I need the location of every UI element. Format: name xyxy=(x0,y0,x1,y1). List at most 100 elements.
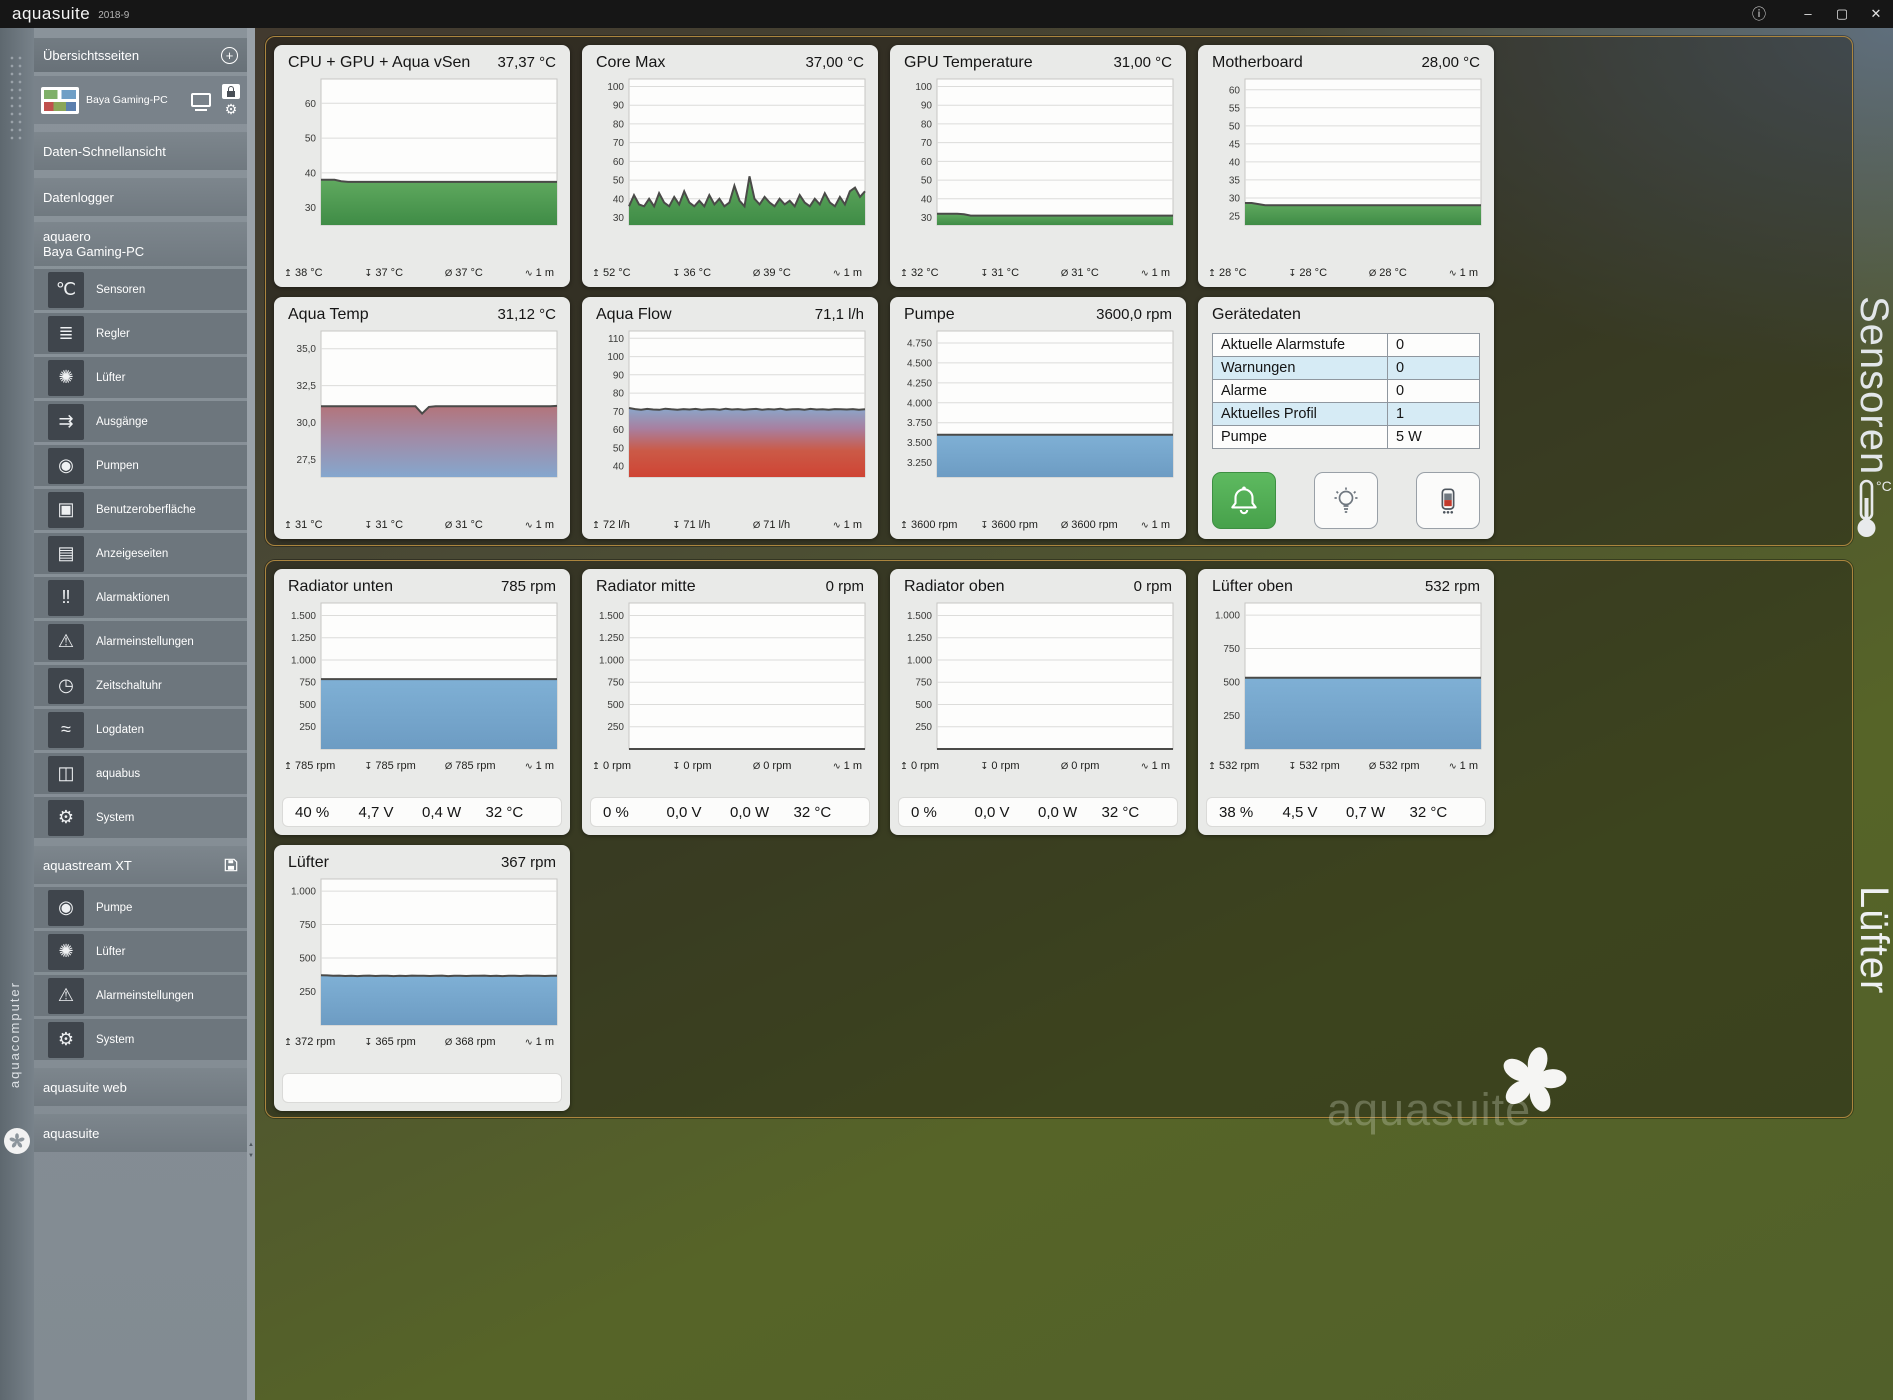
thermometer-icon: °C xyxy=(1853,476,1893,545)
sidebar-header-ubersichtsseiten[interactable]: Übersichtsseiten + xyxy=(34,38,247,72)
sidebar-item-logdaten[interactable]: ≈ Logdaten xyxy=(34,709,247,750)
svg-text:500: 500 xyxy=(1223,678,1240,689)
sidebar-item-anzeigeseiten[interactable]: ▤ Anzeigeseiten xyxy=(34,533,247,574)
stat-max-icon: ↥ xyxy=(1208,761,1216,772)
fan-icon: ✺ xyxy=(48,933,84,970)
stat-value: 1 m xyxy=(1459,760,1478,772)
stat-time: ∿ 1 m xyxy=(525,1036,554,1048)
sidebar-item-regler[interactable]: ≣ Regler xyxy=(34,313,247,354)
device-row-label: Aktuelles Profil xyxy=(1212,402,1388,426)
svg-text:100: 100 xyxy=(607,82,624,93)
sidebar-item-lufter[interactable]: ✺ Lüfter xyxy=(34,357,247,398)
sidebar-item-pumpen[interactable]: ◉ Pumpen xyxy=(34,445,247,486)
sensor-card-radiator-mitte: Radiator mitte 0 rpm 250 500 750 1.000 1.250 1.… xyxy=(582,569,878,835)
sidebar-item-label: Regler xyxy=(96,327,130,340)
alarm-bell-button[interactable] xyxy=(1212,472,1276,529)
card-value: 367 rpm xyxy=(500,854,556,871)
scroll-up-button[interactable]: ▲ xyxy=(248,1142,254,1148)
sidebar-item-pumpe[interactable]: ◉ Pumpe xyxy=(34,887,247,928)
stat-avg: Ø 71 l/h xyxy=(753,519,790,531)
stat-value: 368 rpm xyxy=(455,1036,496,1048)
scroll-down-button[interactable]: ▼ xyxy=(248,1153,254,1159)
sidebar-scrollbar[interactable]: ▲ ▼ xyxy=(247,28,255,1400)
gear-icon[interactable]: ⚙ xyxy=(224,101,238,117)
stat-min: ↧ 532 rpm xyxy=(1288,760,1339,772)
device-data-row: Aktuelles Profil 1 xyxy=(1212,402,1480,426)
sidebar-item-label: Benutzeroberfläche xyxy=(96,503,196,516)
chart-radiator-mitte: 250 500 750 1.000 1.250 1.500 xyxy=(599,602,866,750)
stat-avg-icon: Ø xyxy=(444,268,453,279)
stat-value: 0 rpm xyxy=(602,760,632,772)
device-row-value: 0 xyxy=(1387,333,1480,357)
sidebar-item-alarmeinstellungen[interactable]: ⚠ Alarmeinstellungen xyxy=(34,621,247,662)
svg-text:500: 500 xyxy=(607,700,624,711)
bulb-button[interactable] xyxy=(1314,472,1378,529)
svg-text:250: 250 xyxy=(1223,711,1240,722)
sidebar-item-alarmaktionen[interactable]: ‼ Alarmaktionen xyxy=(34,577,247,618)
sidebar-item-system[interactable]: ⚙ System xyxy=(34,797,247,838)
card-header: Radiator oben 0 rpm xyxy=(890,569,1186,597)
info-button[interactable]: ⓘ xyxy=(1752,6,1766,22)
chart-radiator-unten: 250 500 750 1.000 1.250 1.500 xyxy=(291,602,558,750)
close-button[interactable]: ✕ xyxy=(1870,6,1882,21)
svg-text:°C: °C xyxy=(1876,478,1892,494)
sidebar-item-zeitschaltuhr[interactable]: ◷ Zeitschaltuhr xyxy=(34,665,247,706)
chart-cpu-gpu-aqua-vsen: 30 40 50 60 xyxy=(305,78,558,226)
sensor-card-aqua-temp: Aqua Temp 31,12 °C 27,5 30,0 32,5 35,0 ↥ 31 °C ↧… xyxy=(274,297,570,539)
sidebar-item-label: Daten-Schnellansicht xyxy=(43,143,166,159)
chart-motherboard: 25 30 35 40 45 50 55 60 xyxy=(1229,78,1482,226)
stat-value: 36 °C xyxy=(683,267,712,279)
sidebar-item-ausgange[interactable]: ⇉ Ausgänge xyxy=(34,401,247,442)
fan-logo-watermark-icon xyxy=(1495,1042,1571,1123)
sidebar-item-sensoren[interactable]: ℃ Sensoren xyxy=(34,269,247,310)
stat-time: ∿ 1 m xyxy=(1141,519,1170,531)
sidebar-item-datenlogger[interactable]: Datenlogger xyxy=(34,178,247,216)
sidebar-item-aquasuite-web[interactable]: aquasuite web xyxy=(34,1068,247,1106)
svg-text:40: 40 xyxy=(613,462,625,473)
stat-min-icon: ↧ xyxy=(672,268,681,279)
gear-icon: ⚙ xyxy=(48,1021,84,1058)
sidebar-item-aquastream-xt[interactable]: aquastream XT xyxy=(34,846,247,884)
sensors-cards-grid: CPU + GPU + Aqua vSen 37,37 °C 30 40 50 60 ↥ 38… xyxy=(274,45,1494,539)
stat-max: ↥ 3600 rpm xyxy=(900,519,957,531)
card-header: Gerätedaten xyxy=(1198,297,1494,325)
card-value: 28,00 °C xyxy=(1421,54,1480,71)
svg-text:4.250: 4.250 xyxy=(907,378,932,389)
sidebar-item-lufter[interactable]: ✺ Lüfter xyxy=(34,931,247,972)
svg-text:30: 30 xyxy=(1229,194,1241,205)
sidebar-item-system[interactable]: ⚙ System xyxy=(34,1019,247,1060)
sidebar-item-aquabus[interactable]: ◫ aquabus xyxy=(34,753,247,794)
sidebar-item-alarmeinstellungen[interactable]: ⚠ Alarmeinstellungen xyxy=(34,975,247,1016)
stat-time: ∿ 1 m xyxy=(1449,760,1478,772)
sidebar-item-daten-schnellansicht[interactable]: Daten-Schnellansicht xyxy=(34,132,247,170)
fan-reading: 4,5 V xyxy=(1282,803,1318,821)
fan-reading: 40 % xyxy=(295,803,330,821)
maximize-button[interactable]: ▢ xyxy=(1835,6,1849,21)
add-overview-page-button[interactable]: + xyxy=(221,46,238,64)
lock-icon[interactable] xyxy=(222,84,240,99)
card-header: Pumpe 3600,0 rpm xyxy=(890,297,1186,325)
device-row-value: 0 xyxy=(1387,356,1480,380)
sidebar-item-label: Anzeigeseiten xyxy=(96,547,169,560)
svg-text:50: 50 xyxy=(305,134,317,145)
stat-value: 1 m xyxy=(535,267,554,279)
sidebar-item-aquaero-baya-gaming-pc[interactable]: aquaero Baya Gaming-PC xyxy=(34,222,247,266)
card-value: 31,12 °C xyxy=(497,306,556,323)
sidebar-overview-page-baya-gaming-pc[interactable]: Baya Gaming-PC ⚙ xyxy=(34,76,247,124)
svg-text:500: 500 xyxy=(299,700,316,711)
alarm-icon: ‼ xyxy=(48,579,84,616)
water-level-button[interactable] xyxy=(1416,472,1480,529)
svg-text:750: 750 xyxy=(915,678,932,689)
stat-avg-icon: Ø xyxy=(752,761,761,772)
card-title: Radiator oben xyxy=(904,578,1005,595)
device-row-label: Pumpe xyxy=(1212,425,1388,449)
chart-lufter-oben: 250 500 750 1.000 xyxy=(1215,602,1482,750)
minimize-button[interactable]: – xyxy=(1804,6,1812,21)
card-header: Lüfter oben 532 rpm xyxy=(1198,569,1494,597)
stat-min: ↧ 785 rpm xyxy=(364,760,415,772)
save-icon[interactable] xyxy=(224,858,238,872)
card-value: 3600,0 rpm xyxy=(1096,306,1172,323)
sidebar-item-label: aquasuite web xyxy=(43,1079,127,1095)
sidebar-item-benutzeroberflache[interactable]: ▣ Benutzeroberfläche xyxy=(34,489,247,530)
sidebar-item-aquasuite[interactable]: aquasuite xyxy=(34,1114,247,1152)
